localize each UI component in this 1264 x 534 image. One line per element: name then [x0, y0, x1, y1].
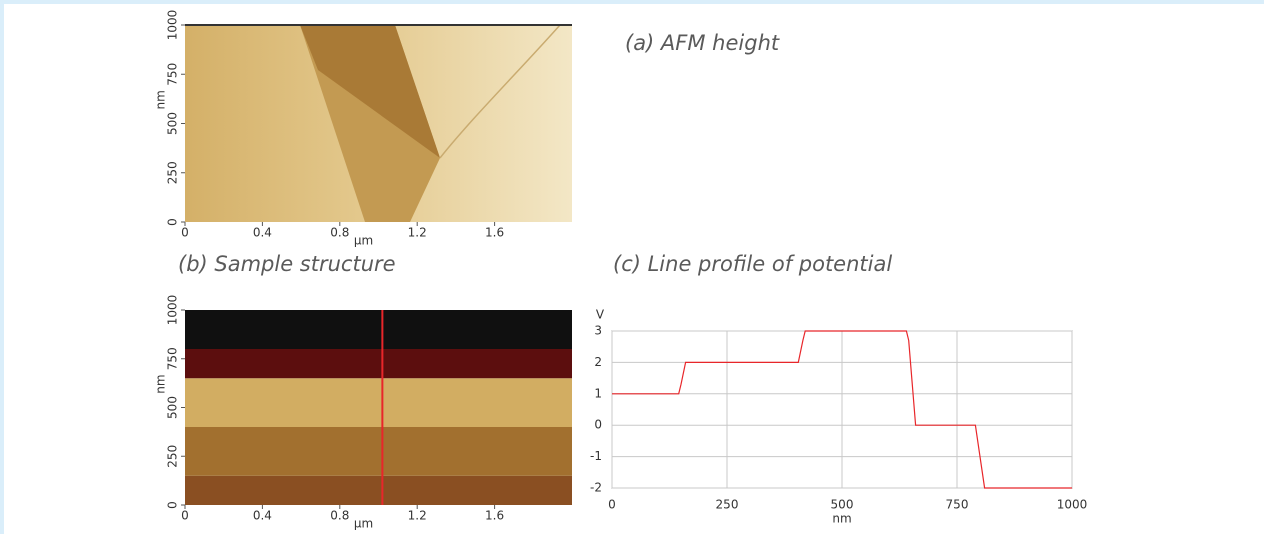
x-tick-label: 0: [181, 226, 189, 240]
x-tick-label: 0.4: [253, 509, 272, 523]
x-tick-label: 1.2: [408, 509, 427, 523]
layer-band: [185, 427, 572, 476]
figure: (a) AFM height (b) Sample structure (c) …: [4, 4, 1264, 534]
y-axis-label: nm: [154, 90, 168, 109]
layer-band: [185, 378, 572, 427]
y-tick-label: 3: [594, 324, 602, 338]
caption-a: (a) AFM height: [625, 31, 780, 55]
x-axis-label: nm: [832, 512, 851, 526]
x-tick-label: 1.6: [485, 226, 504, 240]
x-tick-label: 1.2: [408, 226, 427, 240]
x-tick-label: 0: [181, 509, 189, 523]
y-tick-label: 0: [594, 418, 602, 432]
y-tick-label: 2: [594, 355, 602, 369]
x-tick-label: 0: [608, 498, 616, 512]
x-axis-label: µm: [354, 517, 373, 531]
page: {"chart_data": [ {"type": "image", "titl…: [0, 0, 1264, 534]
x-tick-label: 500: [831, 498, 854, 512]
y-tick-label: 1000: [166, 10, 180, 41]
x-tick-label: 0.8: [330, 509, 349, 523]
y-tick-label: 0: [166, 501, 180, 509]
y-tick-label: -2: [590, 481, 602, 495]
x-tick-label: 0.4: [253, 226, 272, 240]
caption-c: (c) Line profile of potential: [613, 252, 892, 276]
y-tick-label: 500: [166, 396, 180, 419]
caption-b: (b) Sample structure: [178, 252, 396, 276]
y-tick-label: 1000: [166, 295, 180, 326]
y-tick-label: 0: [166, 218, 180, 226]
x-axis-label: µm: [354, 234, 373, 248]
afm-image: [185, 25, 572, 222]
layer-band: [185, 310, 572, 349]
y-tick-label: 250: [166, 445, 180, 468]
x-tick-label: 0.8: [330, 226, 349, 240]
y-tick-label: -1: [590, 449, 602, 463]
layer-band: [185, 349, 572, 378]
x-tick-label: 1.6: [485, 509, 504, 523]
y-tick-label: 500: [166, 112, 180, 135]
y-tick-label: 250: [166, 161, 180, 184]
figure-area: (a) AFM height (b) Sample structure (c) …: [4, 4, 1264, 534]
x-tick-label: 250: [716, 498, 739, 512]
x-tick-label: 750: [946, 498, 969, 512]
layer-band: [185, 476, 572, 505]
y-tick-label: 750: [166, 63, 180, 86]
y-tick-label: 1: [594, 386, 602, 400]
y-axis-label: nm: [154, 374, 168, 393]
y-tick-label: 750: [166, 347, 180, 370]
x-tick-label: 1000: [1057, 498, 1088, 512]
y-axis-label: V: [596, 308, 605, 322]
